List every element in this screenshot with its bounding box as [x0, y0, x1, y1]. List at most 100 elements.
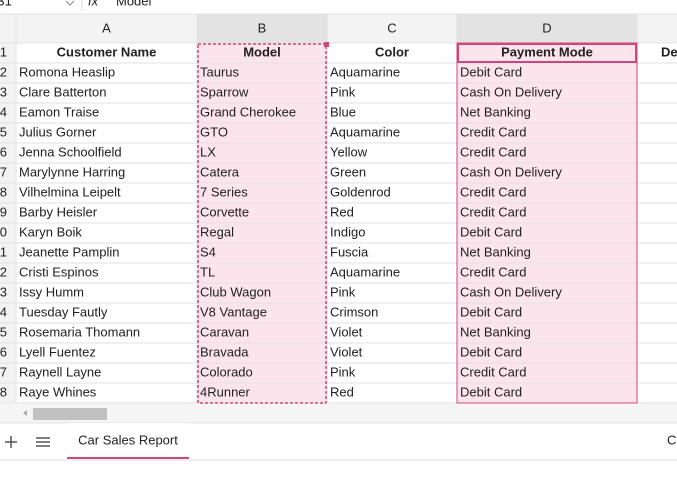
- table-cell[interactable]: Credit Card: [460, 364, 526, 379]
- table-cell[interactable]: Credit Card: [460, 264, 526, 279]
- table-cell[interactable]: Bravada: [200, 344, 249, 359]
- table-cell[interactable]: Debit Card: [460, 64, 522, 79]
- table-cell[interactable]: Taurus: [200, 64, 240, 79]
- table-cell[interactable]: Grand Cherokee: [200, 104, 296, 119]
- table-cell[interactable]: Debit Card: [460, 344, 522, 359]
- table-header-cell[interactable]: Model: [243, 44, 281, 59]
- table-cell[interactable]: Cash On Delivery: [460, 284, 562, 299]
- row-number[interactable]: 13: [0, 284, 7, 299]
- table-cell[interactable]: Credit Card: [460, 144, 526, 159]
- row-number[interactable]: 10: [0, 224, 7, 239]
- table-cell[interactable]: Credit Card: [460, 204, 526, 219]
- table-cell[interactable]: Debit Card: [460, 384, 522, 399]
- table-cell[interactable]: Jenna Schoolfield: [19, 144, 122, 159]
- table-cell[interactable]: Club Wagon: [200, 284, 271, 299]
- table-cell[interactable]: Lyell Fuentez: [19, 344, 96, 359]
- row-number[interactable]: 1: [0, 44, 7, 59]
- table-cell[interactable]: Aquamarine: [330, 264, 400, 279]
- table-cell[interactable]: Crimson: [330, 304, 378, 319]
- row-number[interactable]: 5: [0, 124, 7, 139]
- table-header-cell[interactable]: Color: [375, 44, 409, 59]
- cell-reference[interactable]: B1: [0, 0, 12, 8]
- row-number[interactable]: 9: [0, 204, 7, 219]
- row-number[interactable]: 8: [0, 184, 7, 199]
- table-cell[interactable]: V8 Vantage: [200, 304, 267, 319]
- table-cell[interactable]: Cristi Espinos: [19, 264, 99, 279]
- table-cell[interactable]: Yellow: [330, 144, 368, 159]
- table-cell[interactable]: Karyn Boik: [19, 224, 82, 239]
- table-cell[interactable]: GTO: [200, 124, 228, 139]
- add-sheet[interactable]: [5, 436, 17, 448]
- table-cell[interactable]: Pink: [330, 364, 356, 379]
- row-number[interactable]: 12: [0, 264, 7, 279]
- table-cell[interactable]: Net Banking: [460, 244, 531, 259]
- table-cell[interactable]: Tuesday Fautly: [19, 304, 108, 319]
- table-cell[interactable]: Red: [330, 384, 354, 399]
- table-cell[interactable]: Red: [330, 204, 354, 219]
- table-header-cell[interactable]: Payment Mode: [501, 44, 593, 59]
- sheet-tab[interactable]: [67, 423, 189, 459]
- table-cell[interactable]: Raynell Layne: [19, 364, 101, 379]
- table-cell[interactable]: Net Banking: [460, 324, 531, 339]
- table-cell[interactable]: Debit Card: [460, 224, 522, 239]
- table-cell[interactable]: Vilhelmina Leipelt: [19, 184, 121, 199]
- table-cell[interactable]: Julius Gorner: [19, 124, 97, 139]
- scrollbar-thumb[interactable]: [33, 408, 107, 420]
- scroll-left-arrow[interactable]: [23, 410, 27, 416]
- table-cell[interactable]: LX: [200, 144, 216, 159]
- table-cell[interactable]: Issy Humm: [19, 284, 84, 299]
- tab-bar-right-label[interactable]: Co: [667, 432, 677, 447]
- row-number[interactable]: 17: [0, 364, 7, 379]
- table-cell[interactable]: Credit Card: [460, 184, 526, 199]
- table-cell[interactable]: Clare Batterton: [19, 84, 106, 99]
- row-number[interactable]: 18: [0, 384, 7, 399]
- table-cell[interactable]: Aquamarine: [330, 124, 400, 139]
- table-cell[interactable]: Cash On Delivery: [460, 84, 562, 99]
- table-cell[interactable]: Violet: [330, 344, 363, 359]
- table-cell[interactable]: Corvette: [200, 204, 249, 219]
- table-cell[interactable]: Jeanette Pamplin: [19, 244, 119, 259]
- table-cell[interactable]: Goldenrod: [330, 184, 391, 199]
- table-cell[interactable]: Colorado: [200, 364, 253, 379]
- row-number[interactable]: 14: [0, 304, 7, 319]
- table-cell[interactable]: Green: [330, 164, 366, 179]
- row-number[interactable]: 2: [0, 64, 7, 79]
- table-cell[interactable]: Caravan: [200, 324, 249, 339]
- table-cell[interactable]: 4Runner: [200, 384, 251, 399]
- table-cell[interactable]: TL: [200, 264, 215, 279]
- table-cell[interactable]: Fuscia: [330, 244, 369, 259]
- table-header-cell[interactable]: Customer Name: [57, 44, 157, 59]
- sheet-list[interactable]: [36, 437, 50, 447]
- table-cell[interactable]: Sparrow: [200, 84, 249, 99]
- table-cell[interactable]: Cash On Delivery: [460, 164, 562, 179]
- sheet-tab-label[interactable]: Car Sales Report: [78, 432, 178, 447]
- table-cell[interactable]: Indigo: [330, 224, 365, 239]
- table-cell[interactable]: Rosemaria Thomann: [19, 324, 140, 339]
- table-cell[interactable]: Romona Heaslip: [19, 64, 115, 79]
- row-number[interactable]: 15: [0, 324, 7, 339]
- row-number[interactable]: 7: [0, 164, 7, 179]
- row-number[interactable]: 4: [0, 104, 7, 119]
- table-cell[interactable]: Eamon Traise: [19, 104, 99, 119]
- column-header[interactable]: B: [258, 20, 267, 35]
- table-cell[interactable]: Blue: [330, 104, 356, 119]
- table-cell[interactable]: Pink: [330, 84, 356, 99]
- table-cell[interactable]: S4: [200, 244, 216, 259]
- table-cell[interactable]: Violet: [330, 324, 363, 339]
- row-number[interactable]: 3: [0, 84, 7, 99]
- table-cell[interactable]: 7 Series: [200, 184, 248, 199]
- table-cell[interactable]: Credit Card: [460, 124, 526, 139]
- table-cell[interactable]: Barby Heisler: [19, 204, 98, 219]
- table-cell[interactable]: Catera: [200, 164, 240, 179]
- table-header-cell[interactable]: De: [661, 44, 677, 59]
- formula-content[interactable]: Model: [116, 0, 152, 8]
- row-number[interactable]: 6: [0, 144, 7, 159]
- table-cell[interactable]: Pink: [330, 284, 356, 299]
- table-cell[interactable]: Net Banking: [460, 104, 531, 119]
- row-number[interactable]: 11: [0, 244, 7, 259]
- table-cell[interactable]: Regal: [200, 224, 234, 239]
- column-header[interactable]: C: [387, 20, 396, 35]
- column-header[interactable]: A: [102, 20, 111, 35]
- table-cell[interactable]: Debit Card: [460, 304, 522, 319]
- table-cell[interactable]: Aquamarine: [330, 64, 400, 79]
